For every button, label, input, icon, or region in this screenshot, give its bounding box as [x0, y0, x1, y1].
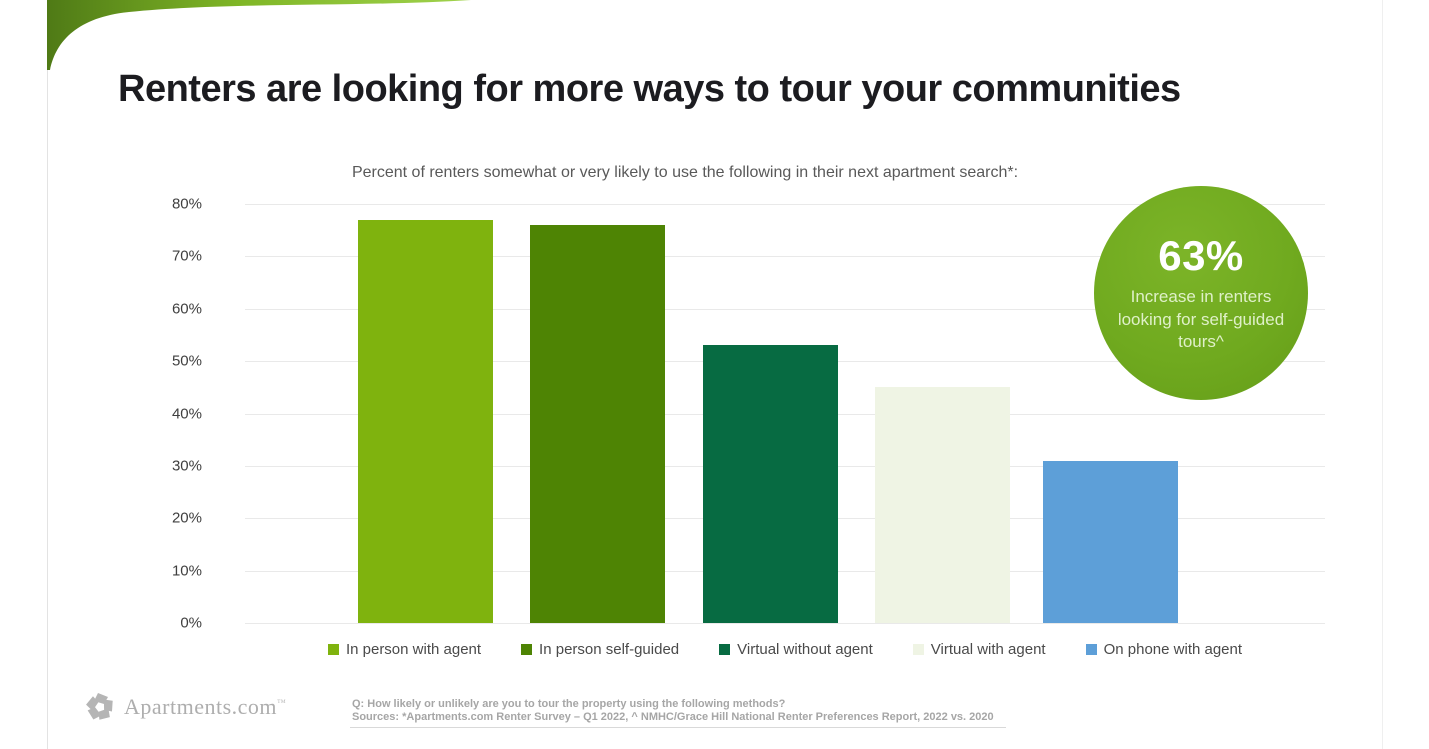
gridline — [245, 256, 1325, 258]
bar-on-phone-with-agent — [1043, 460, 1178, 623]
y-axis-tick-label: 30% — [171, 457, 202, 475]
legend-item: On phone with agent — [1085, 641, 1243, 658]
bar-in-person-self-guided — [530, 224, 665, 623]
y-axis-labels: 0% 10% 20% 30% 40% 50% 60% 70% 80% — [130, 196, 202, 632]
y-axis-tick-label: 50% — [171, 352, 202, 370]
y-axis-tick-label: 70% — [171, 247, 202, 265]
footnote-sources: Sources: *Apartments.com Renter Survey –… — [352, 711, 994, 723]
plot-area — [245, 204, 1325, 624]
footer-divider — [350, 727, 1006, 728]
legend-item: Virtual with agent — [912, 641, 1046, 658]
trademark-symbol: ™ — [277, 697, 287, 708]
highlight-badge: 63% Increase in renters looking for self… — [1094, 186, 1308, 400]
footnote: Q: How likely or unlikely are you to tou… — [352, 698, 1032, 724]
badge-label: Increase in renters looking for self-gui… — [1117, 286, 1285, 352]
legend-swatch — [327, 644, 339, 655]
bar-virtual-without-agent — [703, 345, 838, 623]
y-axis-tick-label: 40% — [171, 405, 202, 422]
y-axis-tick-label: 60% — [171, 300, 202, 318]
legend-swatch — [719, 644, 731, 655]
slide-left-edge — [47, 0, 48, 749]
footnote-question: Q: How likely or unlikely are you to tou… — [352, 698, 786, 710]
chart-subtitle: Percent of renters somewhat or very like… — [351, 164, 1019, 181]
pinwheel-logo-icon — [86, 693, 113, 720]
y-axis-tick-label: 80% — [171, 195, 202, 213]
gridline — [245, 204, 1325, 205]
y-axis-tick-label: 0% — [180, 614, 202, 632]
page-title: Renters are looking for more ways to tou… — [118, 68, 1181, 110]
gridline — [245, 308, 1325, 310]
legend-swatch — [521, 644, 533, 655]
green-swoosh-decoration — [47, 0, 471, 70]
y-axis-tick-label: 10% — [171, 562, 202, 580]
gridline — [245, 623, 1325, 624]
legend-label: On phone with agent — [1103, 641, 1243, 658]
legend-label: In person self-guided — [539, 641, 680, 658]
bar-virtual-with-agent — [875, 387, 1010, 623]
badge-value: 63% — [1158, 231, 1244, 279]
slide-right-edge — [1382, 0, 1383, 749]
legend-swatch — [1085, 644, 1097, 655]
y-axis-tick-label: 20% — [171, 509, 202, 527]
legend-item: In person with agent — [327, 641, 482, 658]
bar-in-person-with-agent — [358, 219, 493, 623]
legend-item: Virtual without agent — [719, 641, 873, 658]
logo-text: Apartments.com™ — [124, 694, 287, 719]
legend-label: Virtual with agent — [930, 641, 1046, 658]
chart-legend: In person with agent In person self-guide… — [245, 641, 1325, 658]
legend-item: In person self-guided — [521, 641, 679, 658]
apartments-logo: Apartments.com™ — [84, 691, 286, 723]
legend-swatch — [912, 644, 924, 655]
legend-label: Virtual without agent — [737, 641, 873, 658]
legend-label: In person with agent — [345, 641, 482, 658]
